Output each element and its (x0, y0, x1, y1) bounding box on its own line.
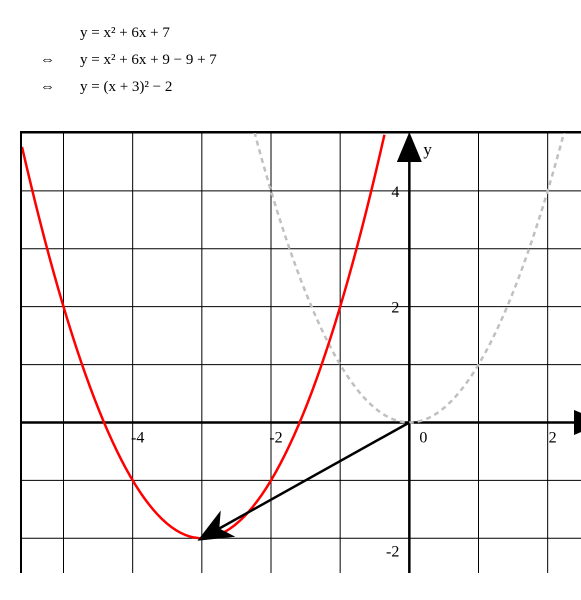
equation-line-1: y = x² + 6x + 7 (80, 20, 561, 47)
xtick-label: 0 (419, 429, 427, 446)
equation-line-2: ⇔ y = x² + 6x + 9 − 9 + 7 (80, 47, 561, 74)
equation-block: y = x² + 6x + 7 ⇔ y = x² + 6x + 9 − 9 + … (80, 20, 561, 101)
eq1-text: y = x² + 6x + 7 (80, 20, 170, 47)
ytick-label: 2 (391, 300, 399, 317)
equation-line-3: ⇔ y = (x + 3)² − 2 (80, 74, 561, 101)
eq3-text: y = (x + 3)² − 2 (80, 74, 172, 101)
y-axis-label: y (423, 140, 432, 159)
chart-svg: -4-202-224xy (20, 131, 581, 573)
xtick-label: 2 (549, 429, 557, 446)
parabola-chart: -4-202-224xy (20, 131, 561, 573)
xtick-label: -4 (131, 429, 144, 446)
eq2-text: y = x² + 6x + 9 − 9 + 7 (80, 47, 217, 74)
xtick-label: -2 (269, 429, 282, 446)
iff-symbol-2: ⇔ (40, 74, 80, 101)
chart-background (22, 133, 581, 573)
ytick-label: 4 (391, 184, 399, 201)
ytick-label: -2 (386, 543, 399, 560)
iff-symbol-1: ⇔ (40, 47, 80, 74)
